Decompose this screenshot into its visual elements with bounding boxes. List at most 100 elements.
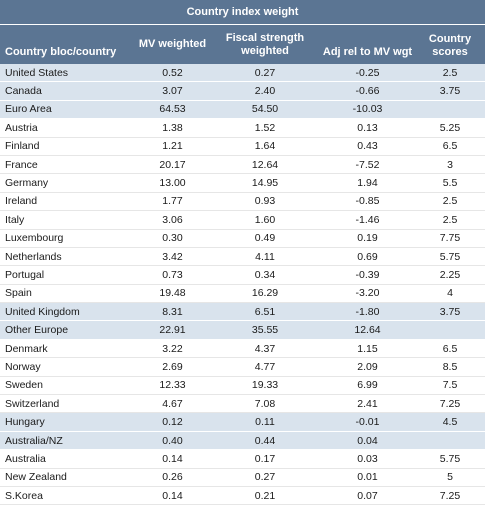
cell-mv-weighted: 1.21 (135, 137, 210, 156)
table-row: Italy 3.06 1.60 -1.46 2.5 (0, 210, 485, 230)
cell-adj-rel: -7.52 (320, 155, 415, 175)
cell-country-score: 5 (415, 468, 485, 487)
cell-fiscal-weighted: 0.11 (210, 412, 320, 432)
cell-country-score: 7.25 (415, 394, 485, 414)
cell-mv-weighted: 3.22 (135, 339, 210, 359)
table-row: Australia 0.14 0.17 0.03 5.75 (0, 449, 485, 469)
table-row: Sweden 12.33 19.33 6.99 7.5 (0, 376, 485, 396)
cell-country: Sweden (0, 376, 135, 396)
table-row: Switzerland 4.67 7.08 2.41 7.25 (0, 394, 485, 414)
cell-country-score: 4.5 (415, 412, 485, 432)
table-row: S.Korea 0.14 0.21 0.07 7.25 (0, 486, 485, 506)
cell-adj-rel: 0.01 (320, 468, 415, 487)
cell-adj-rel: -0.85 (320, 192, 415, 212)
cell-fiscal-weighted: 54.50 (210, 100, 320, 120)
cell-country: Switzerland (0, 394, 135, 414)
cell-country: United Kingdom (0, 302, 135, 322)
table-row: Portugal 0.73 0.34 -0.39 2.25 (0, 265, 485, 285)
cell-country: New Zealand (0, 468, 135, 487)
header-mv-weighted: MV weighted (135, 25, 210, 64)
cell-country-score: 2.5 (415, 210, 485, 230)
cell-country-score: 5.75 (415, 449, 485, 469)
cell-country: France (0, 155, 135, 175)
cell-adj-rel: 12.64 (320, 320, 415, 340)
cell-mv-weighted: 3.42 (135, 247, 210, 267)
table-row: Luxembourg 0.30 0.49 0.19 7.75 (0, 229, 485, 248)
cell-adj-rel: 2.09 (320, 357, 415, 377)
table-row: Austria 1.38 1.52 0.13 5.25 (0, 118, 485, 138)
cell-adj-rel: 0.43 (320, 137, 415, 156)
cell-fiscal-weighted: 12.64 (210, 155, 320, 175)
table-row: Euro Area 64.53 54.50 -10.03 (0, 100, 485, 120)
cell-country-score: 6.5 (415, 137, 485, 156)
cell-country-score: 2.5 (415, 192, 485, 212)
cell-fiscal-weighted: 4.11 (210, 247, 320, 267)
table-row: Canada 3.07 2.40 -0.66 3.75 (0, 81, 485, 101)
table-row: Spain 19.48 16.29 -3.20 4 (0, 284, 485, 304)
cell-country: Germany (0, 173, 135, 193)
cell-country-score: 5.75 (415, 247, 485, 267)
table-row: United States 0.52 0.27 -0.25 2.5 (0, 64, 485, 83)
cell-mv-weighted: 3.07 (135, 81, 210, 101)
cell-mv-weighted: 0.40 (135, 431, 210, 451)
cell-country: Portugal (0, 265, 135, 285)
cell-country: Canada (0, 81, 135, 101)
cell-fiscal-weighted: 6.51 (210, 302, 320, 322)
cell-fiscal-weighted: 0.27 (210, 64, 320, 83)
header-country-scores: Country scores (415, 25, 485, 64)
table-row: Other Europe 22.91 35.55 12.64 (0, 320, 485, 340)
cell-country: Austria (0, 118, 135, 138)
cell-fiscal-weighted: 1.52 (210, 118, 320, 138)
cell-fiscal-weighted: 0.34 (210, 265, 320, 285)
cell-adj-rel: -10.03 (320, 100, 415, 120)
cell-fiscal-weighted: 0.21 (210, 486, 320, 506)
cell-country: Italy (0, 210, 135, 230)
cell-country-score: 7.75 (415, 229, 485, 248)
table-body: United States 0.52 0.27 -0.25 2.5 Canada 3.07 2… (0, 64, 485, 506)
cell-fiscal-weighted: 0.44 (210, 431, 320, 451)
cell-adj-rel: -0.39 (320, 265, 415, 285)
cell-country: Spain (0, 284, 135, 304)
cell-fiscal-weighted: 14.95 (210, 173, 320, 193)
cell-mv-weighted: 4.67 (135, 394, 210, 414)
cell-adj-rel: -1.80 (320, 302, 415, 322)
cell-country-score (415, 431, 485, 451)
cell-country: Other Europe (0, 320, 135, 340)
cell-fiscal-weighted: 0.17 (210, 449, 320, 469)
cell-mv-weighted: 13.00 (135, 173, 210, 193)
cell-adj-rel: -3.20 (320, 284, 415, 304)
table-row: Hungary 0.12 0.11 -0.01 4.5 (0, 412, 485, 432)
cell-adj-rel: -0.66 (320, 81, 415, 101)
cell-fiscal-weighted: 1.64 (210, 137, 320, 156)
cell-country: Euro Area (0, 100, 135, 120)
country-index-weight-table: Country bloc/country MV weighted Fiscal … (0, 25, 485, 506)
cell-country: S.Korea (0, 486, 135, 506)
cell-country-score: 6.5 (415, 339, 485, 359)
table-row: Finland 1.21 1.64 0.43 6.5 (0, 137, 485, 156)
cell-adj-rel: 2.41 (320, 394, 415, 414)
cell-country-score: 4 (415, 284, 485, 304)
cell-adj-rel: -0.01 (320, 412, 415, 432)
cell-mv-weighted: 1.77 (135, 192, 210, 212)
cell-adj-rel: 0.03 (320, 449, 415, 469)
cell-country-score: 7.5 (415, 376, 485, 396)
cell-country: Hungary (0, 412, 135, 432)
cell-mv-weighted: 0.14 (135, 486, 210, 506)
cell-mv-weighted: 0.52 (135, 64, 210, 83)
cell-mv-weighted: 64.53 (135, 100, 210, 120)
cell-fiscal-weighted: 0.27 (210, 468, 320, 487)
header-fiscal-strength-weighted: Fiscal strength weighted (210, 25, 320, 64)
cell-country: Denmark (0, 339, 135, 359)
cell-mv-weighted: 0.30 (135, 229, 210, 248)
cell-adj-rel: -0.25 (320, 64, 415, 83)
cell-country-score: 5.25 (415, 118, 485, 138)
cell-country: United States (0, 64, 135, 83)
cell-adj-rel: 1.15 (320, 339, 415, 359)
cell-mv-weighted: 20.17 (135, 155, 210, 175)
cell-fiscal-weighted: 4.77 (210, 357, 320, 377)
cell-country: Australia/NZ (0, 431, 135, 451)
cell-country: Finland (0, 137, 135, 156)
cell-fiscal-weighted: 2.40 (210, 81, 320, 101)
cell-country-score: 5.5 (415, 173, 485, 193)
